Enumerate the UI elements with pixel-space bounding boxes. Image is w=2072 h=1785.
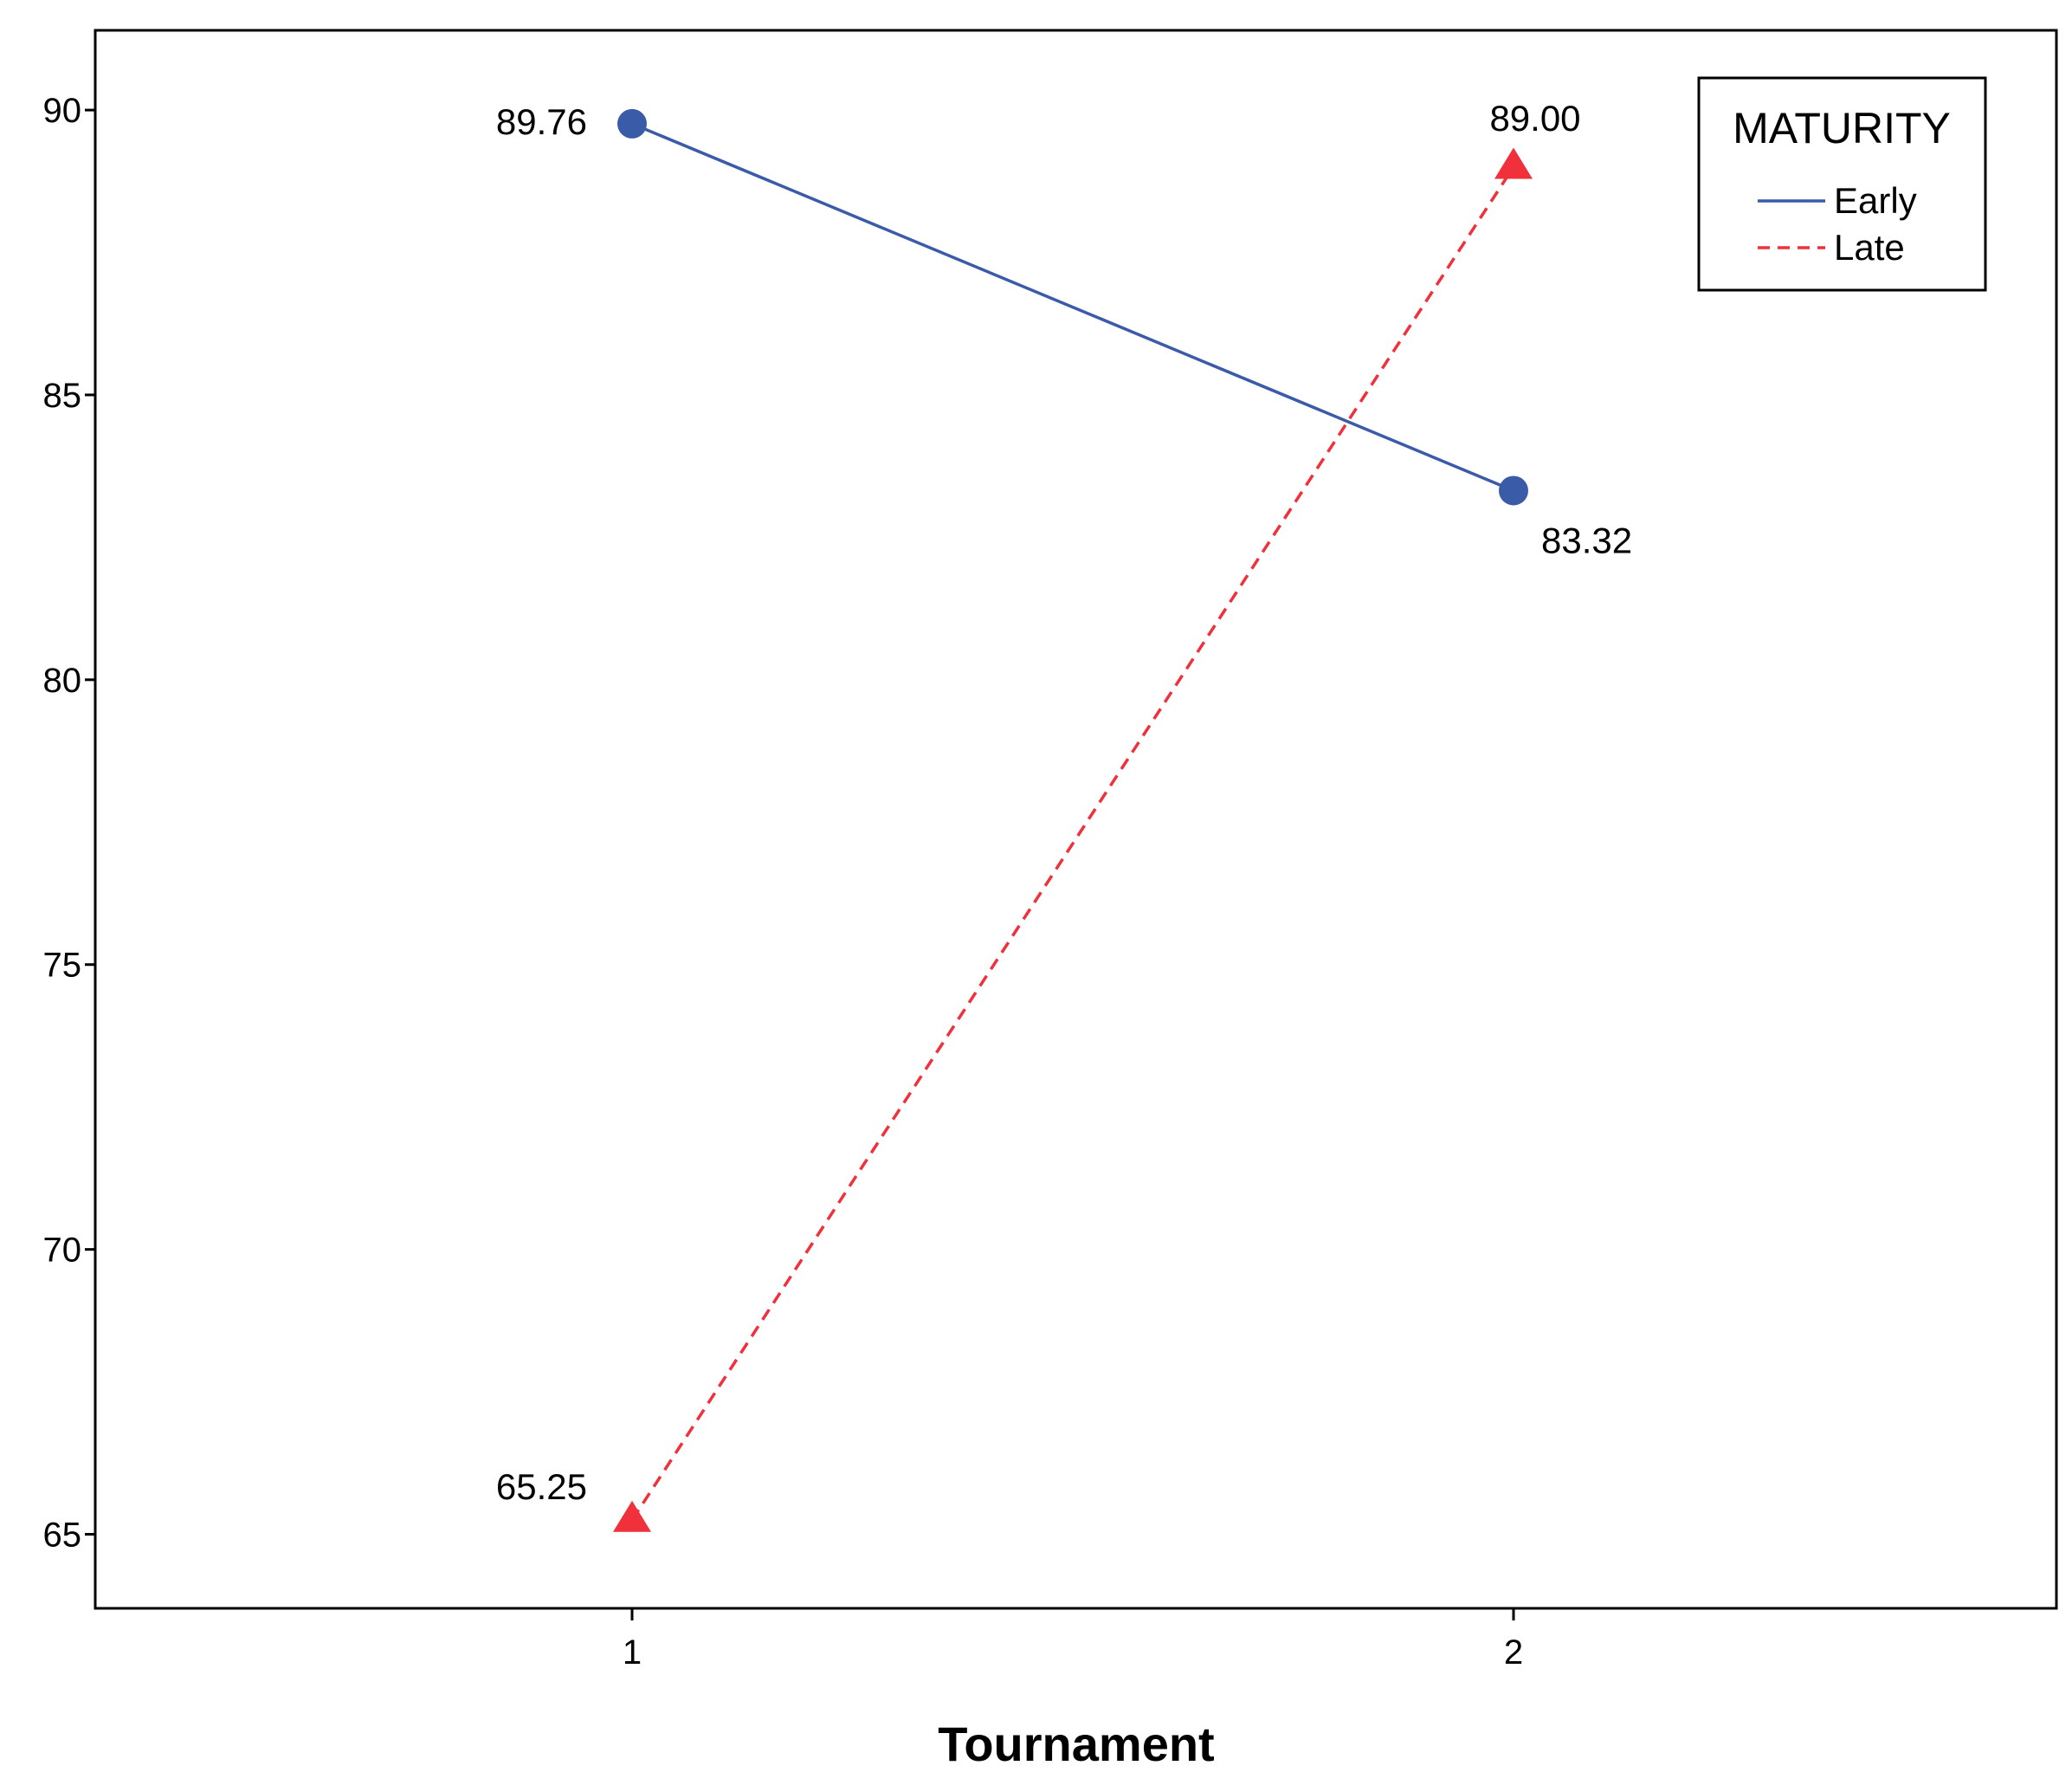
y-tick-label-75: 75 (43, 947, 82, 985)
legend-box (1697, 76, 1987, 292)
series-line-early (631, 122, 1514, 493)
data-label-late-2: 89.00 (1489, 98, 1580, 139)
series-layer: 89.76 83.32 65.25 89.00 (496, 98, 1632, 1532)
series-line-late (630, 165, 1515, 1522)
y-tick-label-80: 80 (43, 662, 82, 700)
legend: MATURITY Early Late (1697, 76, 1987, 292)
y-axis: 65 70 75 80 85 90 (43, 92, 95, 1554)
y-tick-label-65: 65 (43, 1516, 82, 1554)
legend-title: MATURITY (1733, 104, 1951, 152)
point-early-1 (617, 108, 647, 139)
legend-label-early: Early (1834, 180, 1917, 221)
y-tick-label-90: 90 (43, 92, 82, 130)
x-tick-label-2: 2 (1504, 1633, 1523, 1672)
point-late-1 (613, 1500, 651, 1532)
y-tick-label-85: 85 (43, 377, 82, 415)
y-tick-label-70: 70 (43, 1232, 82, 1270)
plot-frame (94, 29, 2058, 1610)
point-early-2 (1499, 475, 1528, 506)
legend-label-late: Late (1834, 227, 1905, 268)
data-label-early-2: 83.32 (1541, 520, 1632, 560)
data-label-late-1: 65.25 (496, 1466, 587, 1507)
point-late-2 (1494, 147, 1533, 179)
data-label-early-1: 89.76 (496, 101, 587, 142)
x-axis-title: Tournament (938, 1717, 1214, 1771)
x-tick-label-1: 1 (623, 1633, 642, 1672)
legend-entries: Early Late (1758, 180, 1917, 268)
